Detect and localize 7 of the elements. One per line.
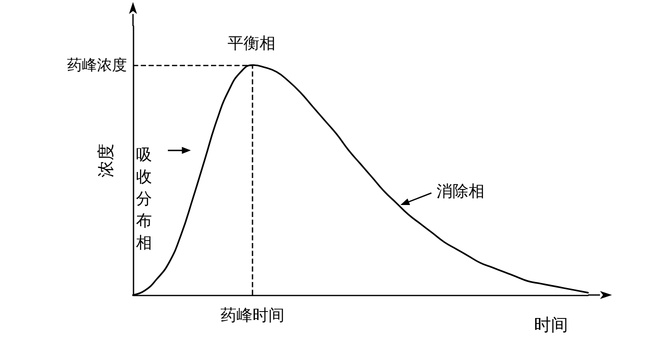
annotation: 消除相 [436,182,484,201]
ref-line-label: 药峰浓度 [67,56,127,74]
text: 平衡相 [228,34,276,53]
x-axis-title: 时间 [534,316,568,336]
annotation: 吸收分布相 [136,144,152,252]
y-axis-title: 浓度 [96,144,116,178]
text: 药峰时间 [220,306,285,324]
